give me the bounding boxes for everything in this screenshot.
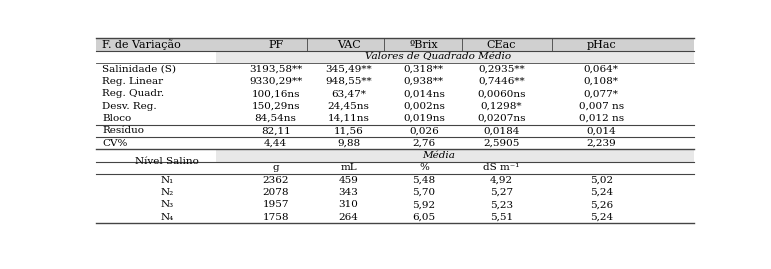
Text: 0,7446**: 0,7446**: [478, 77, 525, 86]
Text: Desv. Reg.: Desv. Reg.: [103, 102, 157, 111]
Text: 9,88: 9,88: [337, 139, 360, 148]
Text: 63,47*: 63,47*: [331, 90, 366, 98]
Text: 14,11ns: 14,11ns: [328, 114, 369, 123]
Text: 2,5905: 2,5905: [483, 139, 520, 148]
Text: 5,23: 5,23: [490, 200, 513, 209]
Text: dS m⁻¹: dS m⁻¹: [483, 163, 520, 172]
Text: Nível Salino: Nível Salino: [135, 157, 199, 166]
Text: Bloco: Bloco: [103, 114, 132, 123]
Text: 310: 310: [338, 200, 359, 209]
Text: 5,24: 5,24: [590, 213, 613, 222]
Text: 343: 343: [338, 188, 359, 197]
Text: 5,24: 5,24: [590, 188, 613, 197]
Text: N₁: N₁: [160, 176, 173, 185]
Text: g: g: [272, 163, 279, 172]
Text: 948,55**: 948,55**: [325, 77, 372, 86]
Text: 5,92: 5,92: [412, 200, 436, 209]
Text: 0,108*: 0,108*: [584, 77, 618, 86]
Text: 6,05: 6,05: [412, 213, 436, 222]
Text: ºBrix: ºBrix: [409, 40, 438, 50]
Text: 100,16ns: 100,16ns: [251, 90, 300, 98]
Text: Resíduo: Resíduo: [103, 126, 144, 135]
Text: VAC: VAC: [337, 40, 360, 50]
Text: 2078: 2078: [262, 188, 289, 197]
Text: 2,239: 2,239: [587, 139, 616, 148]
Text: 11,56: 11,56: [334, 126, 363, 135]
Text: 0,938**: 0,938**: [404, 77, 444, 86]
Text: 345,49**: 345,49**: [325, 65, 372, 74]
Text: 0,014: 0,014: [587, 126, 616, 135]
Text: 2,76: 2,76: [412, 139, 436, 148]
Text: 0,0207ns: 0,0207ns: [477, 114, 526, 123]
Text: 0,1298*: 0,1298*: [481, 102, 522, 111]
Text: 0,318**: 0,318**: [404, 65, 444, 74]
Bar: [96, 38, 694, 51]
Text: CEac: CEac: [487, 40, 517, 50]
Text: 0,0184: 0,0184: [483, 126, 520, 135]
Text: 4,44: 4,44: [264, 139, 287, 148]
Text: 0,077*: 0,077*: [584, 90, 618, 98]
Text: 5,51: 5,51: [490, 213, 513, 222]
Text: 82,11: 82,11: [261, 126, 291, 135]
Text: 3193,58**: 3193,58**: [249, 65, 302, 74]
Text: 5,27: 5,27: [490, 188, 513, 197]
Text: 5,70: 5,70: [412, 188, 436, 197]
Text: 5,02: 5,02: [590, 176, 613, 185]
Text: 2362: 2362: [262, 176, 289, 185]
Text: %: %: [419, 163, 429, 172]
Text: 0,019ns: 0,019ns: [403, 114, 445, 123]
Text: 5,26: 5,26: [590, 200, 613, 209]
Text: 84,54ns: 84,54ns: [254, 114, 297, 123]
Text: N₃: N₃: [160, 200, 173, 209]
Text: 9330,29**: 9330,29**: [249, 77, 302, 86]
Text: 1957: 1957: [262, 200, 289, 209]
Text: 5,48: 5,48: [412, 176, 436, 185]
Text: F. de Variação: F. de Variação: [103, 39, 181, 50]
Text: N₂: N₂: [160, 188, 173, 197]
Text: pHac: pHac: [587, 40, 616, 50]
Text: Média: Média: [422, 151, 455, 160]
Text: 0,026: 0,026: [409, 126, 439, 135]
Bar: [216, 149, 694, 162]
Text: 24,45ns: 24,45ns: [328, 102, 369, 111]
Text: 1758: 1758: [262, 213, 289, 222]
Text: 264: 264: [338, 213, 359, 222]
Text: 459: 459: [338, 176, 359, 185]
Text: Salinidade (S): Salinidade (S): [103, 65, 177, 74]
Text: 0,012 ns: 0,012 ns: [579, 114, 624, 123]
Text: 0,064*: 0,064*: [584, 65, 618, 74]
Text: 0,002ns: 0,002ns: [403, 102, 445, 111]
Text: 0,0060ns: 0,0060ns: [477, 90, 526, 98]
Text: mL: mL: [340, 163, 357, 172]
Text: 0,007 ns: 0,007 ns: [579, 102, 624, 111]
Text: Reg. Quadr.: Reg. Quadr.: [103, 90, 164, 98]
Text: 0,2935**: 0,2935**: [478, 65, 525, 74]
Text: CV%: CV%: [103, 139, 128, 148]
Bar: [216, 51, 694, 63]
Text: N₄: N₄: [160, 213, 173, 222]
Text: 0,014ns: 0,014ns: [403, 90, 445, 98]
Text: Reg. Linear: Reg. Linear: [103, 77, 163, 86]
Text: PF: PF: [268, 40, 283, 50]
Text: 150,29ns: 150,29ns: [251, 102, 300, 111]
Text: 4,92: 4,92: [490, 176, 513, 185]
Text: Valores de Quadrado Médio: Valores de Quadrado Médio: [365, 52, 511, 62]
